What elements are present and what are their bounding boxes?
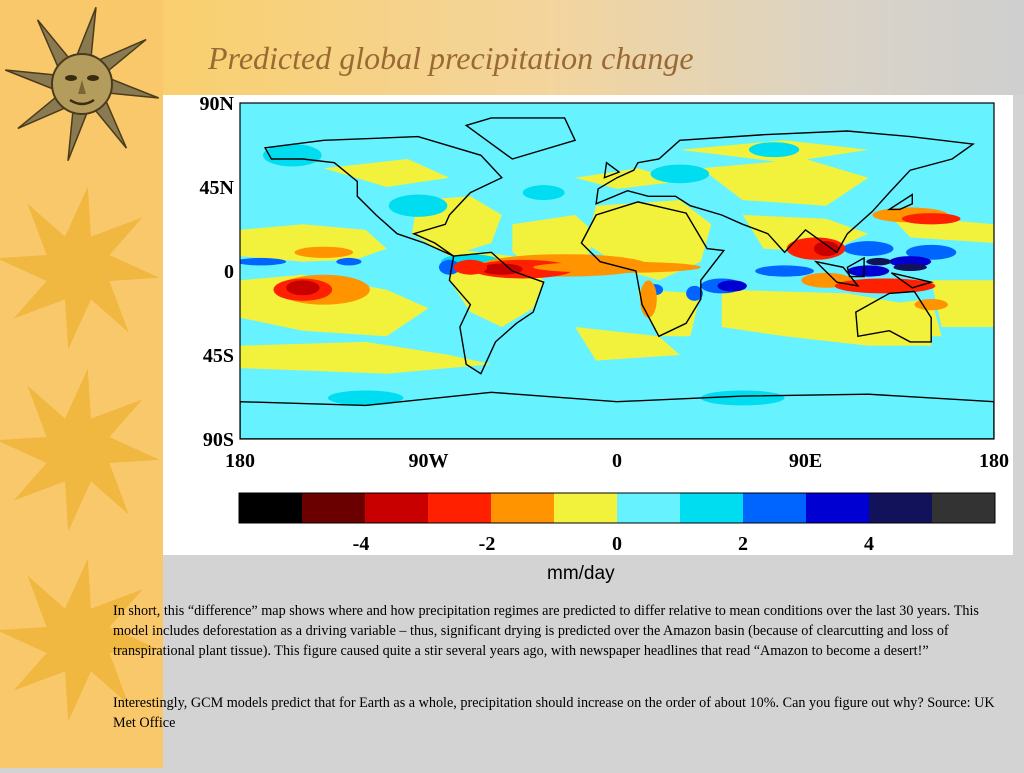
drying-region (813, 241, 840, 257)
slight-drying-region (575, 327, 680, 361)
map-frame (239, 102, 995, 440)
drying-region (453, 259, 488, 275)
drying-region (480, 263, 523, 275)
sun-decoration-icon (0, 368, 160, 532)
colorbar-swatch (554, 493, 618, 523)
latitude-tick-label: 90N (200, 95, 235, 115)
caption-paragraph-1: In short, this “difference” map shows wh… (113, 603, 979, 659)
increased-precipitation-region (240, 257, 287, 266)
drying-region (901, 213, 961, 225)
increased-precipitation-region (263, 144, 322, 167)
coastline (263, 135, 503, 257)
colorbar-swatch (617, 493, 681, 523)
colorbar-swatch (239, 493, 303, 523)
colorbar-swatch (806, 493, 870, 523)
coastline (855, 290, 932, 343)
slight-drying-region (700, 159, 869, 206)
coastline (813, 260, 860, 287)
drying-region (286, 280, 320, 296)
precipitation-map-figure: 90N 45N 0 45S 90S 180 90W 0 90E 180 -4 -2 0 2 4 (163, 95, 1013, 555)
coastline (846, 256, 865, 278)
drying-region (294, 246, 354, 258)
coastline (580, 201, 726, 338)
coastline (886, 193, 913, 211)
left-decorative-strip (0, 0, 163, 768)
increased-precipitation-region (717, 280, 747, 292)
increased-precipitation-region (893, 263, 927, 271)
increased-precipitation-region (755, 265, 814, 277)
latitude-tick-label: 45S (203, 345, 234, 367)
increased-precipitation-region (866, 257, 892, 266)
increased-precipitation-region (847, 265, 890, 277)
increased-precipitation-region (522, 185, 565, 201)
drying-region (640, 280, 657, 318)
increased-precipitation-region (650, 164, 710, 184)
increased-precipitation-region (686, 285, 703, 301)
coastline (448, 251, 545, 375)
colorbar-tick-label: -2 (479, 533, 496, 555)
coastline (603, 161, 621, 179)
increased-precipitation-region (336, 257, 362, 266)
drying-region (533, 261, 701, 273)
colorbar-swatch (428, 493, 492, 523)
longitude-tick-label: 180 (979, 450, 1009, 472)
sun-pattern (0, 7, 160, 722)
colorbar-swatch (932, 493, 996, 523)
colorbar-unit-label: mm/day (547, 563, 615, 584)
slight-drying-region (931, 280, 994, 327)
colorbar-tick-label: 0 (612, 533, 622, 555)
colorbar-tick-label: 4 (864, 533, 874, 555)
increased-precipitation-region (388, 194, 448, 217)
title-band (163, 0, 1024, 95)
slight-drying-region (240, 341, 492, 374)
latitude-tick-label: 90S (203, 429, 234, 451)
colorbar-swatch (680, 493, 744, 523)
colorbar-tick-label: -4 (353, 533, 370, 555)
colorbar-swatch (365, 493, 429, 523)
latitude-tick-label: 0 (224, 261, 234, 283)
increased-precipitation-region (906, 244, 957, 260)
sun-decoration-icon (0, 558, 160, 722)
sun-face-ornament-icon (5, 7, 159, 161)
colorbar-swatch (869, 493, 933, 523)
coastline (890, 272, 934, 289)
slight-drying-region (323, 159, 450, 187)
increased-precipitation-region (843, 241, 894, 257)
drying-region (834, 278, 936, 294)
coastline (595, 130, 975, 254)
caption-paragraph-2: Interestingly, GCM models predict that f… (113, 695, 995, 731)
latitude-tick-label: 45N (200, 177, 235, 199)
longitude-tick-label: 180 (225, 450, 255, 472)
drying-region (914, 299, 948, 311)
colorbar-swatch (302, 493, 366, 523)
increased-precipitation-region (438, 259, 460, 275)
coastline (464, 117, 577, 160)
slide-title: Predicted global precipitation change (208, 40, 694, 76)
increased-precipitation-region (327, 390, 404, 406)
longitude-tick-label: 0 (612, 450, 622, 472)
colorbar-frame (238, 492, 996, 524)
slight-drying-region (847, 299, 942, 337)
sun-decoration-icon (0, 186, 160, 350)
longitude-tick-label: 90E (789, 450, 822, 472)
colorbar-swatch (743, 493, 807, 523)
coastline (240, 391, 994, 439)
increased-precipitation-region (748, 142, 800, 158)
increased-precipitation-region (700, 390, 785, 406)
longitude-tick-label: 90W (409, 450, 449, 472)
colorbar-swatch (491, 493, 555, 523)
colorbar-tick-label: 2 (738, 533, 748, 555)
